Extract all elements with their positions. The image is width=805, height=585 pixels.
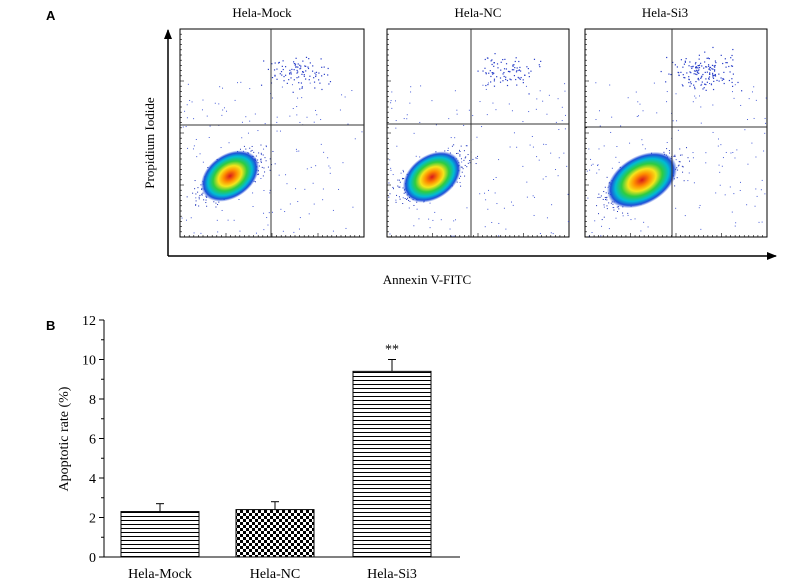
flow-xlabel: Annexin V-FITC xyxy=(383,272,471,287)
bar-category-label-0: Hela-Mock xyxy=(128,567,192,582)
flow-plots: Hela-Mock Hela-NC Hela-Si3 xyxy=(179,5,768,238)
panel-a-label: A xyxy=(46,8,56,23)
bar-ytick-label-2: 4 xyxy=(89,472,96,487)
flow-title-si3: Hela-Si3 xyxy=(642,5,688,20)
bar-ytick-label-5: 10 xyxy=(82,354,96,369)
panel-b-label: B xyxy=(46,318,56,333)
bar-x-axis: Hela-Mock Hela-NC Hela-Si3 xyxy=(104,556,460,582)
bar-0 xyxy=(120,511,200,558)
significance-marker-2: ** xyxy=(385,343,399,358)
flow-frame-mock xyxy=(179,28,365,238)
flow-cluster-mock xyxy=(200,150,260,202)
flow-ylabel: Propidium Iodide xyxy=(142,97,157,189)
flow-axes: Annexin V-FITC Propidium Iodide xyxy=(142,29,777,287)
bar-marks: ** xyxy=(120,343,432,558)
bar-ytick-label-4: 8 xyxy=(89,393,96,408)
bar-category-label-2: Hela-Si3 xyxy=(367,567,417,582)
flow-title-nc: Hela-NC xyxy=(455,5,502,20)
flow-plot-mock: Hela-Mock xyxy=(179,5,365,238)
bar-ytick-label-1: 2 xyxy=(89,512,96,527)
flow-plot-nc: Hela-NC xyxy=(386,5,570,238)
bar-ytick-label-0: 0 xyxy=(89,551,96,566)
bar-ytick-label-6: 12 xyxy=(82,314,96,329)
bar-category-label-1: Hela-NC xyxy=(250,567,301,582)
flow-plot-si3: Hela-Si3 xyxy=(584,5,768,238)
bar-y-axis: 0 2 4 6 8 10 12 xyxy=(82,314,105,566)
flow-cluster-si3 xyxy=(606,151,678,209)
flow-frame-nc xyxy=(386,28,570,238)
bar-1 xyxy=(235,509,315,558)
flow-title-mock: Hela-Mock xyxy=(232,5,292,20)
bar-2 xyxy=(352,370,432,558)
flow-frame-si3 xyxy=(584,28,768,238)
bar-ytick-label-3: 6 xyxy=(89,433,96,448)
bar-ylabel: Apoptotic rate (%) xyxy=(57,386,72,491)
flow-cluster-nc xyxy=(402,151,462,203)
